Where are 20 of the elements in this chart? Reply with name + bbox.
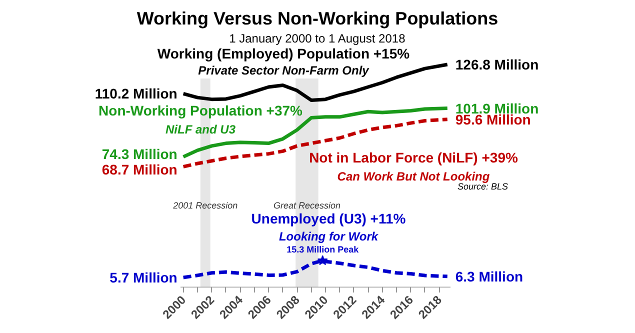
annotation: Looking for Work xyxy=(278,230,380,244)
annotation: 15.3 Million Peak xyxy=(286,244,360,255)
band-label: 2001 Recession xyxy=(172,200,238,210)
data-label: 68.7 Million xyxy=(102,162,178,178)
series-label: Non-Working Population +37% xyxy=(98,102,304,118)
band-label: Great Recession xyxy=(273,200,340,210)
annotation: Can Work But Not Looking xyxy=(337,170,490,184)
source-note: Source: BLS xyxy=(458,182,508,192)
series-label: Not in Labor Force (NiLF) +39% xyxy=(309,150,518,166)
annotation: Private Sector Non-Farm Only xyxy=(198,64,370,78)
chart-subtitle: 1 January 2000 to 1 August 2018 xyxy=(229,32,406,46)
chart-title: Working Versus Non-Working Populations xyxy=(136,8,498,28)
data-label: 74.3 Million xyxy=(102,146,178,162)
text: Unemployed (U3) +11% xyxy=(251,210,406,226)
data-label: 5.7 Million xyxy=(110,269,178,286)
annotation: NiLF and U3 xyxy=(166,122,236,136)
data-label: 126.8 Million xyxy=(455,56,539,72)
data-label: 110.2 Million xyxy=(94,86,178,102)
data-label: 6.3 Million xyxy=(455,268,524,284)
series-label: Working (Employed) Population +15% xyxy=(157,46,410,62)
